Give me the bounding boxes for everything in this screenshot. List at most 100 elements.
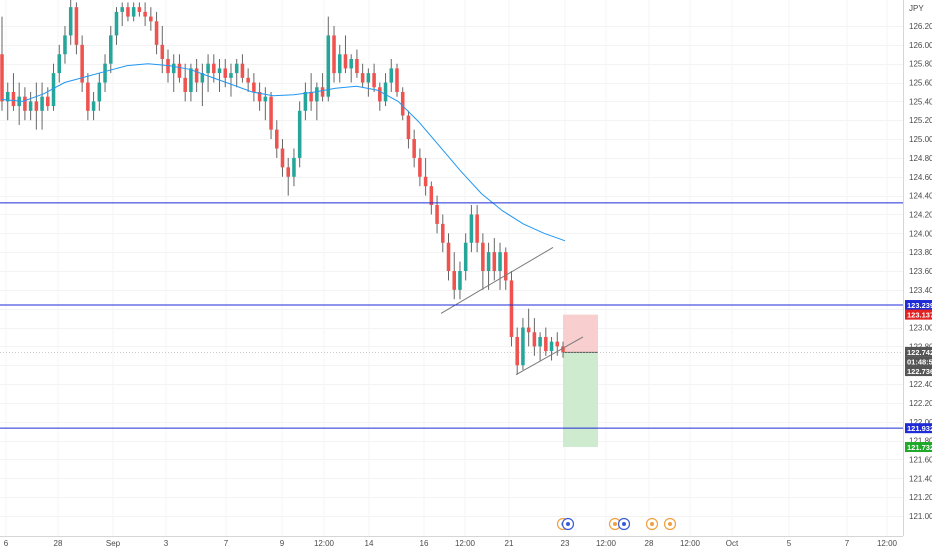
candle-body [171, 63, 176, 74]
candle-body [337, 54, 342, 74]
ma-polyline [1, 63, 566, 242]
candle-body [229, 73, 233, 78]
event-marker-dot [613, 522, 617, 526]
price-tag-box [905, 300, 932, 311]
price-tick-label: 125.000 [909, 135, 932, 144]
candle-body [86, 82, 90, 111]
time-tick-label: Oct [726, 539, 739, 548]
candle-body [257, 91, 262, 102]
time-tick-label: 12:00 [596, 539, 617, 548]
candle-body [555, 341, 560, 347]
time-tick-label: 23 [561, 539, 570, 548]
candle-body [332, 35, 336, 74]
short-position-tool[interactable] [0, 314, 903, 448]
candle-body [160, 44, 165, 59]
candle-body [343, 54, 348, 69]
symbol-label: JPY [909, 4, 924, 13]
candle-body [498, 252, 502, 271]
candle-body [74, 7, 79, 45]
price-tick-label: 123.000 [909, 324, 932, 333]
price-tick-label: 125.800 [909, 60, 932, 69]
price-tag-label: 122.742 [907, 348, 932, 357]
time-tick-label: 14 [365, 539, 374, 548]
event-marker-dot [668, 522, 672, 526]
candle-body [68, 7, 73, 36]
candle-body [80, 44, 84, 83]
price-tick-label: 124.800 [909, 154, 932, 163]
price-tick-label: 125.200 [909, 116, 932, 125]
candle-body [137, 7, 142, 12]
candle-body [286, 167, 290, 177]
price-tick-label: 123.400 [909, 286, 932, 295]
price-tag-label: 121.732 [907, 443, 932, 452]
candle-body [349, 58, 353, 69]
trendline-lower [515, 336, 584, 376]
price-tick-label: 124.600 [909, 173, 932, 182]
candle-body [0, 54, 4, 102]
candle-body [526, 327, 531, 333]
price-tick-label: 123.600 [909, 267, 932, 276]
trendlines[interactable] [440, 247, 584, 376]
event-marker-dot [650, 522, 654, 526]
stop-zone [563, 314, 598, 353]
candle-body [503, 252, 508, 281]
time-tick-label: 16 [420, 539, 429, 548]
time-tick-label: 12:00 [314, 539, 335, 548]
time-tick-label: 7 [845, 539, 850, 548]
price-tag-box [905, 442, 932, 453]
candle-body [143, 11, 147, 17]
candle-body [412, 139, 416, 158]
time-tick-label: 6 [4, 539, 9, 548]
candle-body [234, 63, 239, 74]
horizontal-levels[interactable] [0, 202, 903, 429]
candle-body [441, 223, 445, 243]
price-tick-label: 124.200 [909, 210, 932, 219]
candle-body [63, 35, 67, 55]
candle-body [240, 63, 245, 78]
candle-body [532, 332, 537, 347]
candle-body [544, 336, 548, 352]
price-tick-label: 124.400 [909, 192, 932, 201]
time-tick-label: 5 [787, 539, 792, 548]
candle-body [46, 96, 50, 107]
candle-body [320, 87, 325, 97]
candle-body [126, 7, 130, 17]
candle-body [28, 101, 33, 111]
price-tick-label: 126.000 [909, 41, 932, 50]
candle-body [475, 214, 479, 243]
candle-body [366, 73, 371, 83]
candle-body [463, 242, 468, 271]
price-tag-label: 121.932 [907, 424, 932, 433]
time-tick-label: 3 [164, 539, 169, 548]
candle-body [429, 186, 434, 206]
candle-body [435, 205, 439, 224]
price-tick-label: 122.200 [909, 399, 932, 408]
time-tick-label: Sep [106, 539, 121, 548]
time-axis[interactable]: 6 28 Sep 3 7 9 12:00 14 16 12:00 21 23 12:00 28 12:00 O… [4, 539, 898, 548]
candle-body [177, 63, 182, 78]
candle-body [51, 73, 56, 107]
price-tag-box [905, 366, 932, 377]
price-tag-box [905, 309, 932, 320]
price-tick-label: 125.400 [909, 97, 932, 106]
candle-body [183, 77, 187, 92]
candle-body [303, 91, 308, 111]
candle-body [452, 271, 457, 290]
candle-body [40, 96, 44, 111]
time-tick-label: 9 [280, 539, 285, 548]
economic-events[interactable] [556, 517, 677, 531]
candle-body [481, 242, 485, 271]
candle-body [263, 96, 268, 102]
price-tag-label: 01:48:53 [907, 358, 932, 367]
event-marker-dot [566, 522, 570, 526]
candle-body [194, 68, 199, 83]
candle-body [400, 91, 405, 116]
price-tick-label: 121.400 [909, 474, 932, 483]
price-tag-label: 123.137 [907, 311, 932, 320]
candle-body [166, 58, 170, 74]
price-tick-label: 125.600 [909, 79, 932, 88]
candle-body [275, 129, 279, 149]
time-tick-label: 21 [505, 539, 514, 548]
price-tick-label: 121.600 [909, 455, 932, 464]
